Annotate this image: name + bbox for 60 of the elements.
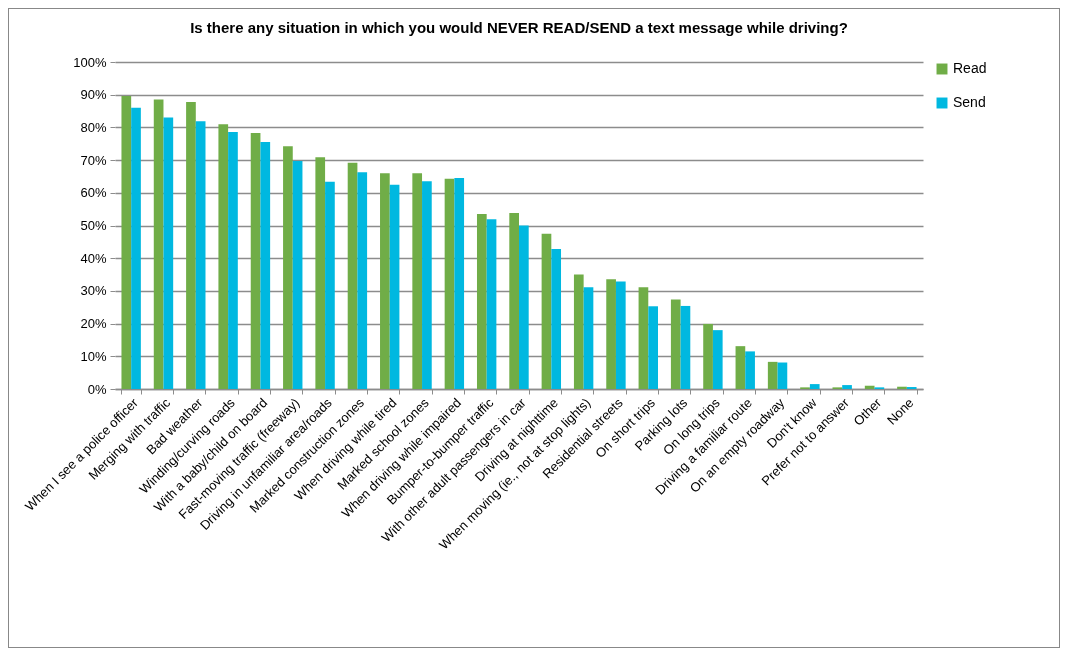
- bar: [260, 142, 271, 389]
- bar: [121, 96, 132, 389]
- bar: [519, 225, 529, 389]
- bar: [573, 274, 584, 389]
- chart-title: Is there any situation in which you would NEVER READ/SEND a text message while driving?: [190, 19, 848, 36]
- y-tick-label: 50%: [80, 218, 107, 233]
- legend-label: Read: [953, 60, 987, 76]
- bar: [292, 161, 303, 389]
- bar: [347, 162, 358, 389]
- bar: [541, 233, 552, 389]
- bar: [325, 181, 335, 389]
- bar: [703, 323, 713, 389]
- bar: [712, 330, 723, 389]
- bar: [422, 181, 432, 389]
- y-tick-label: 0%: [87, 381, 107, 397]
- bar: [476, 214, 487, 389]
- bar: [777, 362, 788, 389]
- bar: [186, 101, 196, 389]
- bar: [583, 287, 594, 389]
- bar: [509, 213, 519, 389]
- bar: [648, 306, 658, 389]
- bar: [767, 361, 778, 389]
- bar: [606, 279, 616, 389]
- bar: [842, 385, 852, 389]
- bar: [218, 124, 229, 389]
- bar: [638, 287, 649, 389]
- bar: [163, 117, 174, 389]
- bar: [615, 281, 626, 389]
- bar: [357, 172, 368, 389]
- y-tick-label: 100%: [73, 54, 107, 70]
- bar: [897, 386, 907, 389]
- y-tick-label: 90%: [80, 87, 107, 103]
- bar: [735, 346, 746, 389]
- bar: [551, 249, 562, 389]
- bar: [389, 184, 400, 389]
- bar: [670, 299, 681, 389]
- y-tick-label: 30%: [80, 283, 107, 299]
- bar: [153, 99, 164, 389]
- y-tick-label: 80%: [80, 119, 107, 135]
- legend-label: Send: [953, 94, 986, 110]
- bar: [283, 146, 293, 389]
- bar: [680, 305, 691, 389]
- y-tick-label: 40%: [80, 250, 107, 266]
- bar: [412, 173, 423, 389]
- y-tick-label: 20%: [80, 316, 107, 332]
- bar: [809, 384, 820, 389]
- bar: [745, 351, 755, 389]
- bar: [250, 132, 261, 389]
- y-tick-label: 70%: [80, 152, 107, 168]
- bar: [454, 178, 465, 389]
- bar: [195, 121, 206, 389]
- bar: [486, 219, 497, 389]
- bar: [380, 173, 390, 389]
- bar: [444, 178, 455, 389]
- bar: [228, 131, 238, 389]
- bar: [315, 157, 326, 389]
- y-tick-label: 60%: [80, 185, 107, 201]
- bar: [864, 385, 875, 389]
- y-tick-label: 10%: [80, 348, 107, 364]
- bar: [131, 107, 141, 389]
